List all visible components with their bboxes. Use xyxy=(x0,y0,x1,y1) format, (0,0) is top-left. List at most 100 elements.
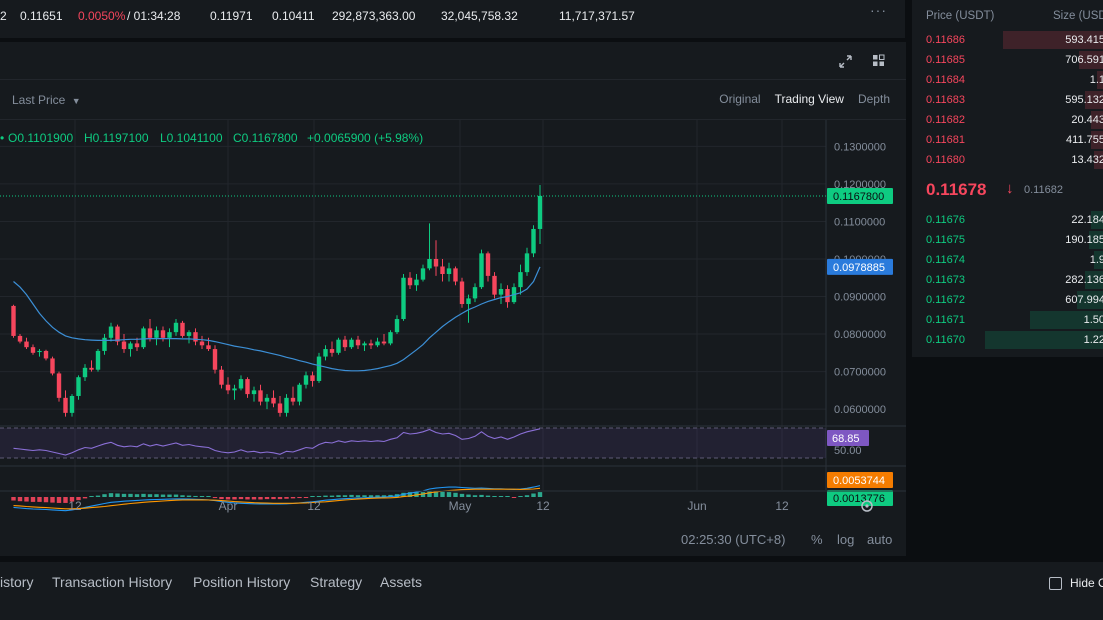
candle-body xyxy=(69,395,75,413)
rsi-value-tag xyxy=(827,430,869,446)
price-chart[interactable]: 0.13000000.12000000.11000000.10000000.09… xyxy=(0,120,906,520)
macd-histogram-bar xyxy=(537,492,543,497)
tab-strategy[interactable]: Strategy xyxy=(310,574,363,590)
ask-price: 0.11682 xyxy=(926,114,965,126)
bid-size: 607.994 xyxy=(1065,294,1103,306)
ma-value-tag-label: 0.0978885 xyxy=(833,262,885,274)
tab-transaction-history[interactable]: Transaction History xyxy=(52,574,173,590)
macd-histogram-bar xyxy=(186,495,192,497)
candle-body xyxy=(414,279,419,286)
macd-histogram-bar xyxy=(56,497,62,503)
ohlc-legend-item: L0.1041100 xyxy=(160,131,223,145)
ask-size: 1.1 xyxy=(1089,74,1103,86)
candle-body xyxy=(251,390,257,395)
candle-body xyxy=(50,358,55,374)
macd-histogram-bar xyxy=(355,495,361,497)
candle-body xyxy=(37,350,42,353)
ask-row[interactable]: 0.11682 20.443 xyxy=(912,110,1103,130)
bid-depth-bar xyxy=(1093,251,1103,269)
macd-histogram-bar xyxy=(407,492,413,497)
bid-row[interactable]: 0.11676 22.184 xyxy=(912,210,1103,230)
rsi-value-tag-label: 68.85 xyxy=(832,433,860,445)
y-tick-label: 0.1300000 xyxy=(834,141,886,153)
candle-body xyxy=(284,397,289,413)
ask-row[interactable]: 0.11680 13.432 xyxy=(912,150,1103,170)
expand-icon[interactable] xyxy=(839,55,852,68)
mark-price: 0.11682 xyxy=(1024,184,1063,196)
candle-body xyxy=(336,339,341,353)
layout-grid-icon[interactable] xyxy=(872,54,885,67)
candle-body xyxy=(466,298,471,305)
ask-size: 411.755 xyxy=(1066,134,1103,146)
candle-body xyxy=(30,347,36,353)
bid-price: 0.11671 xyxy=(926,314,965,326)
ask-size: 706.591 xyxy=(1065,54,1103,66)
candle-body xyxy=(277,403,283,413)
price-type-dropdown[interactable]: Last Price ▼ xyxy=(12,93,81,107)
candle-body xyxy=(375,341,380,346)
candle-body xyxy=(199,341,205,346)
log-scale-toggle[interactable]: log xyxy=(837,532,855,547)
bid-size: 282.136 xyxy=(1065,274,1103,286)
ask-row[interactable]: 0.11686 593.415 xyxy=(912,30,1103,50)
bid-depth-bar xyxy=(1029,311,1103,329)
dots-icon[interactable]: ··· xyxy=(870,2,887,18)
macd-histogram-bar xyxy=(251,497,257,500)
ask-depth-bar xyxy=(1002,31,1103,49)
tab-original[interactable]: Original xyxy=(719,92,761,106)
ask-row[interactable]: 0.11685 706.591 xyxy=(912,50,1103,70)
macd-histogram-bar xyxy=(440,491,445,497)
ask-row[interactable]: 0.11684 1.1 xyxy=(912,70,1103,90)
bid-price: 0.11676 xyxy=(926,214,965,226)
ask-row[interactable]: 0.11683 595.132 xyxy=(912,90,1103,110)
candle-body xyxy=(459,281,465,305)
settings-gear-icon-center xyxy=(865,504,869,508)
tab-trading-view[interactable]: Trading View xyxy=(774,92,844,106)
macd-histogram-bar xyxy=(225,497,231,500)
tab-position-history[interactable]: Position History xyxy=(193,574,291,590)
bid-row[interactable]: 0.11675 190.185 xyxy=(912,230,1103,250)
bid-row[interactable]: 0.11670 1.22 xyxy=(912,330,1103,350)
candle-body xyxy=(264,397,270,402)
x-tick-label: 12 xyxy=(307,499,321,513)
candle-body xyxy=(316,356,322,381)
macd-histogram-bar xyxy=(316,496,322,497)
ohlc-legend-item: O0.1101900 xyxy=(8,131,73,145)
percent-scale-toggle[interactable]: % xyxy=(811,532,823,547)
ask-row[interactable]: 0.11681 411.755 xyxy=(912,130,1103,150)
settings-gear-icon[interactable] xyxy=(861,500,873,512)
candle-body xyxy=(485,253,491,276)
macd-value-tag xyxy=(827,472,893,488)
candle-body xyxy=(108,326,114,338)
candle-body xyxy=(225,384,231,391)
candle-body xyxy=(147,328,153,338)
tab-assets[interactable]: Assets xyxy=(380,574,423,590)
bid-row[interactable]: 0.11672 607.994 xyxy=(912,290,1103,310)
bid-row[interactable]: 0.11671 1.50 xyxy=(912,310,1103,330)
auto-scale-toggle[interactable]: auto xyxy=(867,532,893,547)
macd-histogram-bar xyxy=(349,494,354,497)
candle-body xyxy=(355,339,361,346)
macd-histogram-bar xyxy=(342,495,348,497)
ask-price: 0.11684 xyxy=(926,74,965,86)
tab-depth[interactable]: Depth xyxy=(857,92,890,106)
macd-histogram-bar xyxy=(50,497,55,503)
candle-body xyxy=(245,379,250,395)
macd-histogram-bar xyxy=(69,497,75,502)
candle-body xyxy=(76,377,81,396)
bid-row[interactable]: 0.11673 282.136 xyxy=(912,270,1103,290)
x-tick-label: 12 xyxy=(775,499,789,513)
bid-row[interactable]: 0.11674 1.9 xyxy=(912,250,1103,270)
tab-order-history[interactable]: istory xyxy=(0,574,34,590)
candle-body xyxy=(427,258,432,269)
chart-top-bar xyxy=(0,42,906,80)
candle-body xyxy=(102,337,107,351)
macd-histogram-bar xyxy=(173,494,179,497)
ask-price: 0.11680 xyxy=(926,154,965,166)
macd-histogram-bar xyxy=(505,496,510,497)
last-price-tag xyxy=(827,188,893,205)
macd-histogram-bar xyxy=(433,491,439,497)
hide-other-symbols-checkbox[interactable] xyxy=(1049,577,1062,590)
macd-histogram-bar xyxy=(147,494,153,497)
ohlc-legend-item: +0.0065900 (+5.98%) xyxy=(307,131,423,145)
